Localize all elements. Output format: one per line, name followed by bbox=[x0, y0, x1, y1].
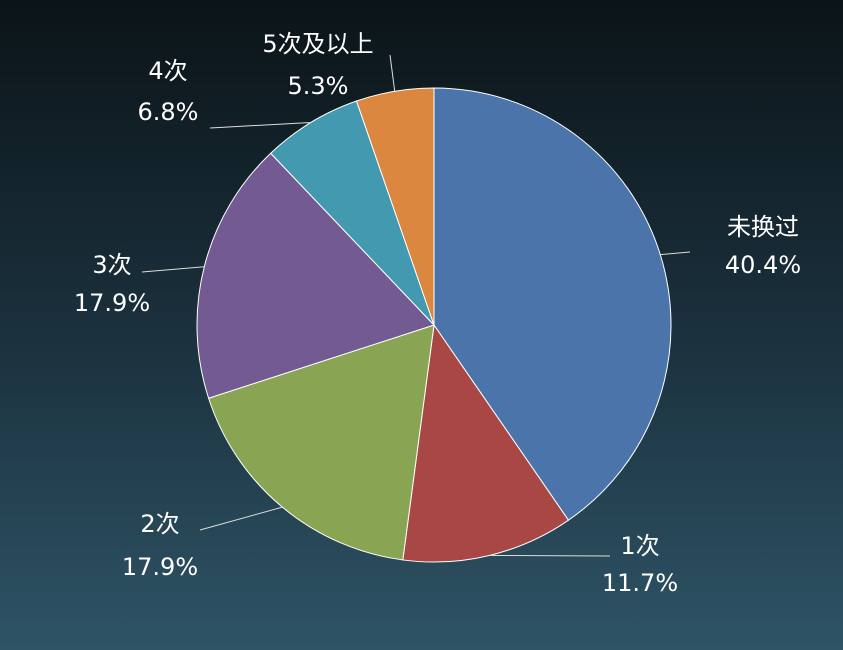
pie-slice bbox=[355, 87, 435, 326]
slice-label: 3次 bbox=[92, 251, 131, 279]
pie-slice bbox=[196, 152, 435, 399]
value-label: 11.7% bbox=[602, 569, 678, 597]
value-label: 40.4% bbox=[725, 251, 801, 279]
slice-label: 2次 bbox=[140, 510, 179, 538]
slice-label: 未换过 bbox=[727, 213, 799, 241]
pie-slice bbox=[433, 87, 672, 521]
slice-label: 1次 bbox=[620, 532, 659, 560]
slice-label: 5次及以上 bbox=[262, 30, 373, 58]
slice-label: 4次 bbox=[148, 57, 187, 85]
value-label: 17.9% bbox=[122, 553, 198, 581]
value-label: 5.3% bbox=[288, 72, 349, 100]
leader-line bbox=[389, 54, 396, 92]
leader-line bbox=[209, 122, 311, 129]
leader-line bbox=[199, 506, 283, 531]
value-label: 6.8% bbox=[138, 98, 199, 126]
value-label: 17.9% bbox=[74, 289, 150, 317]
leader-line bbox=[660, 251, 691, 256]
leader-line bbox=[489, 554, 611, 557]
leader-line bbox=[141, 266, 205, 273]
pie-slice bbox=[207, 324, 435, 561]
